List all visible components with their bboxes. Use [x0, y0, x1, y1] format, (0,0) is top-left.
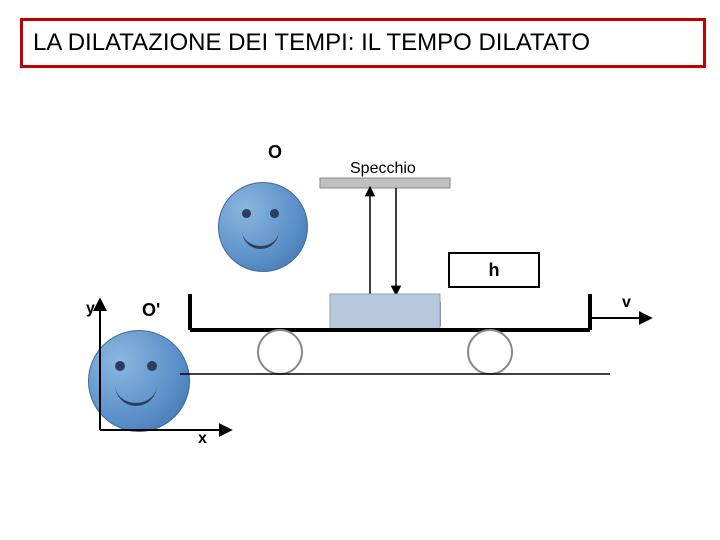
diagram-axes: [80, 290, 240, 450]
title-box: LA DILATAZIONE DEI TEMPI: IL TEMPO DILAT…: [20, 18, 706, 68]
diagram-cart-scene: [170, 150, 670, 410]
